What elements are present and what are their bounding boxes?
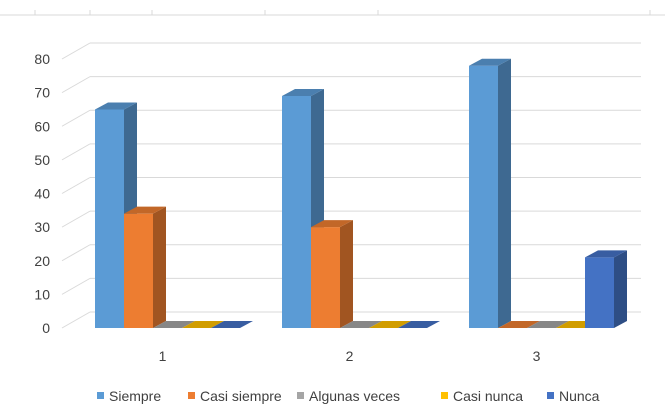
bar-top <box>95 102 137 110</box>
y-tick-label: 70 <box>34 85 50 101</box>
bar-top <box>124 206 166 214</box>
bar-front <box>282 95 311 328</box>
legend-item: Siempre <box>97 388 161 404</box>
y-tick-label: 0 <box>42 320 50 336</box>
legend-swatch <box>547 392 554 399</box>
gridline-diagonal <box>61 210 91 228</box>
y-tick-label: 10 <box>34 286 50 302</box>
gridline-diagonal <box>61 109 91 127</box>
bar-front <box>95 109 124 328</box>
gridline-diagonal <box>61 311 91 329</box>
bar <box>311 220 353 328</box>
bar <box>369 321 411 328</box>
bar-top <box>585 250 627 258</box>
y-axis: 0 10 20 30 40 50 60 70 80 <box>34 51 50 336</box>
legend-swatch <box>188 392 195 399</box>
x-tick-label: 2 <box>346 348 354 364</box>
gridline-diagonal <box>61 143 91 161</box>
plot-walls <box>0 10 665 16</box>
y-tick-label: 80 <box>34 51 50 67</box>
bar <box>211 321 253 328</box>
bar-flat <box>153 321 195 328</box>
y-tick-label: 40 <box>34 186 50 202</box>
bar <box>469 58 511 328</box>
bar-flat <box>182 321 224 328</box>
legend-label: Casi siempre <box>200 388 282 404</box>
y-tick-label: 30 <box>34 219 50 235</box>
bar-side <box>153 206 166 328</box>
bar-side <box>340 220 353 328</box>
legend-item: Nunca <box>547 388 600 404</box>
bar-side <box>614 250 627 328</box>
y-tick-label: 20 <box>34 253 50 269</box>
bar <box>498 321 540 328</box>
x-tick-label: 1 <box>159 348 167 364</box>
legend-label: Algunas veces <box>309 388 400 404</box>
legend-label: Siempre <box>109 388 161 404</box>
legend-item: Casi siempre <box>188 388 282 404</box>
bar-flat <box>369 321 411 328</box>
bar <box>124 206 166 328</box>
bar <box>153 321 195 328</box>
x-tick-label: 3 <box>533 348 541 364</box>
legend-item: Casi nunca <box>441 388 523 404</box>
legend: Siempre Casi siempre Algunas veces Casi nun… <box>97 388 600 404</box>
bar-flat <box>498 321 540 328</box>
bar-flat <box>527 321 569 328</box>
y-tick-label: 60 <box>34 118 50 134</box>
gridline-diagonal <box>61 76 91 94</box>
bar-flat <box>340 321 382 328</box>
bar <box>398 321 440 328</box>
bar-top <box>311 220 353 228</box>
gridline-diagonal <box>61 177 91 194</box>
bar-front <box>124 213 153 328</box>
legend-label: Nunca <box>559 388 600 404</box>
bar-flat <box>398 321 440 328</box>
legend-swatch <box>297 392 304 399</box>
bar <box>340 321 382 328</box>
bar-top <box>282 88 324 96</box>
bar <box>182 321 224 328</box>
bar-front <box>585 257 614 328</box>
x-axis: 1 2 3 <box>159 348 541 364</box>
gridline-diagonal <box>61 244 91 262</box>
bar <box>585 250 627 328</box>
gridlines <box>61 42 641 329</box>
legend-label: Casi nunca <box>453 388 523 404</box>
legend-swatch <box>441 392 448 399</box>
legend-item: Algunas veces <box>297 388 400 404</box>
gridline-diagonal <box>61 277 91 295</box>
gridline-diagonal <box>61 42 91 60</box>
bars <box>95 58 627 328</box>
bar-front <box>311 227 340 328</box>
y-tick-label: 50 <box>34 152 50 168</box>
bar-front <box>469 65 498 328</box>
bar-side <box>498 58 511 328</box>
legend-swatch <box>97 392 104 399</box>
bar <box>527 321 569 328</box>
bar-flat <box>211 321 253 328</box>
bar-top <box>469 58 511 66</box>
